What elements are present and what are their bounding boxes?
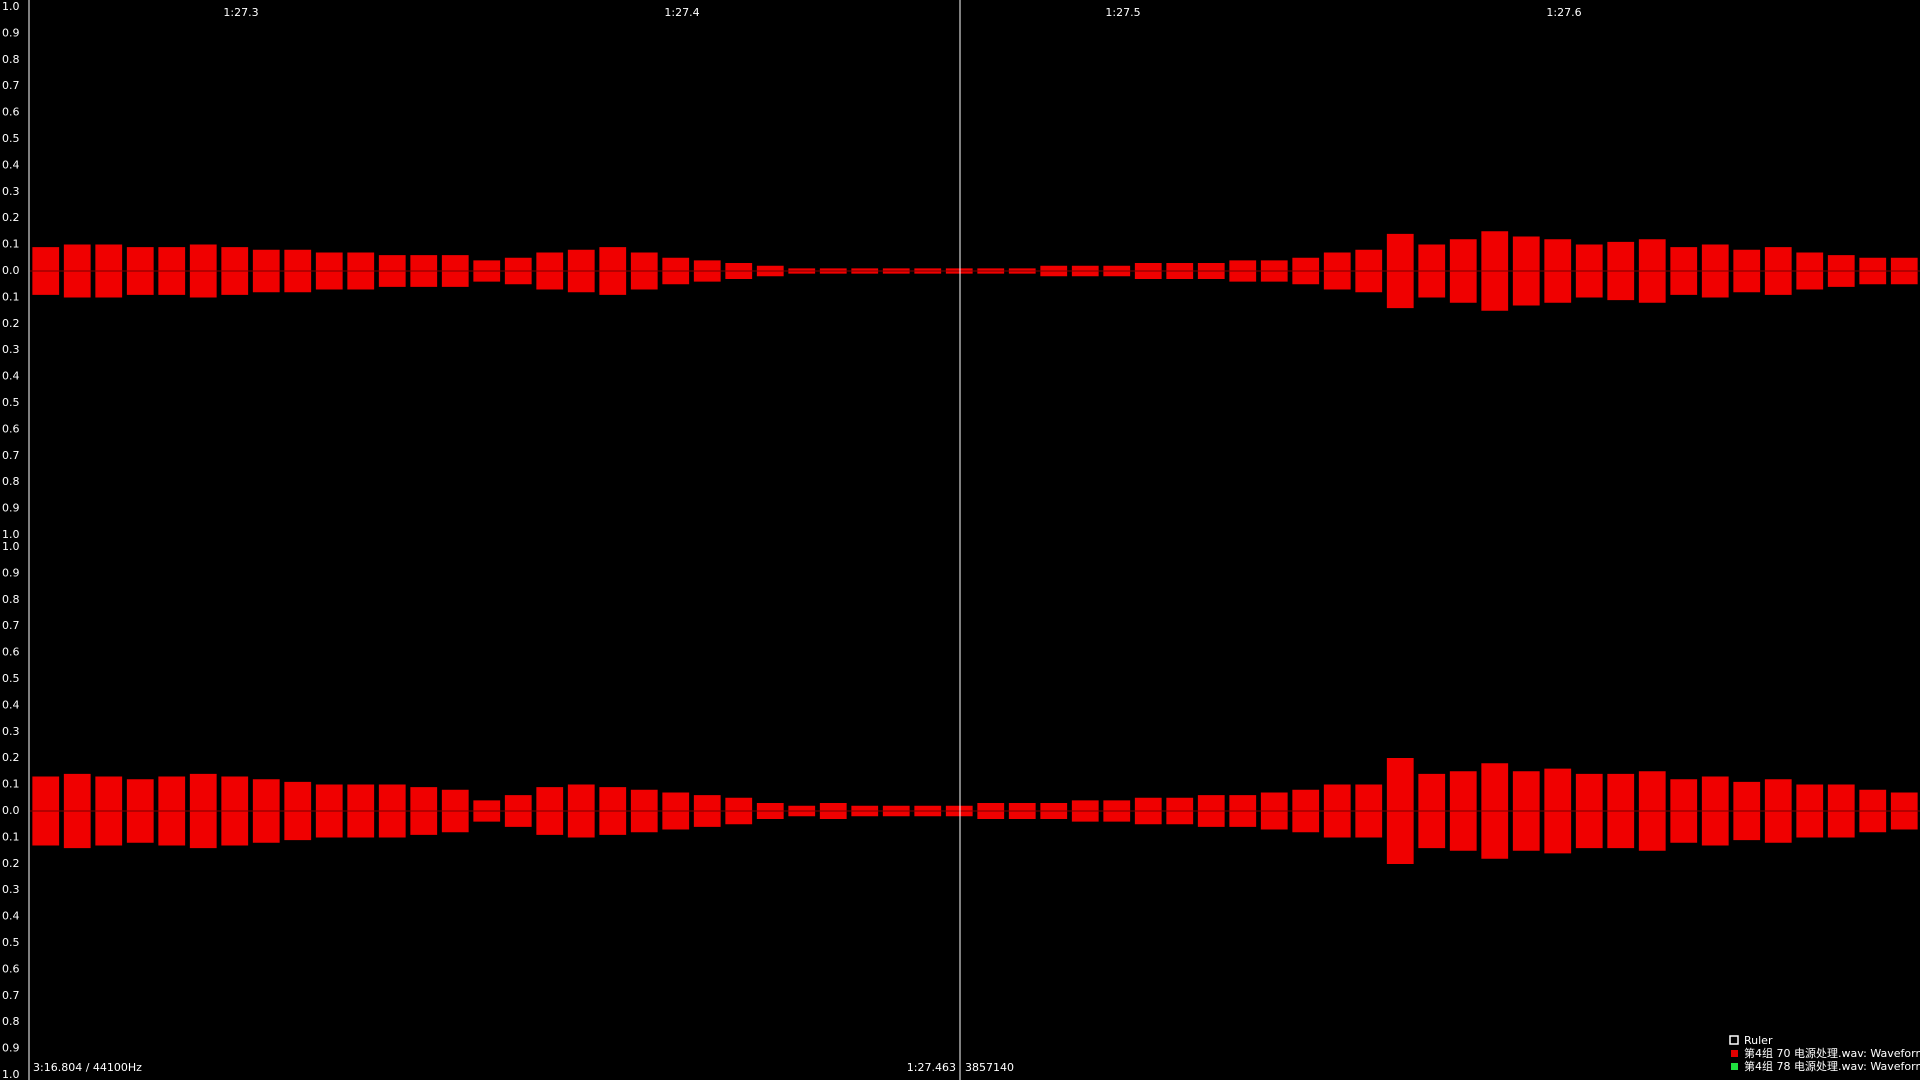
scale-label: 0.7 (2, 619, 20, 632)
scale-label: 0.5 (2, 672, 20, 685)
scale-label: 0.9 (2, 1042, 20, 1055)
scale-label: 0.2 (2, 211, 20, 224)
scale-label: 0.6 (2, 646, 20, 659)
scale-label: 0.3 (2, 185, 20, 198)
scale-label: 0.1 (2, 238, 20, 251)
scale-label: 0.4 (2, 370, 20, 383)
scale-label: 0.3 (2, 343, 20, 356)
ruler-swatch (1729, 1035, 1739, 1045)
scale-label: 0.5 (2, 396, 20, 409)
legend-label: 第4组 70 电源处理.wav: Waveform (1744, 1046, 1920, 1060)
scale-label: 0.5 (2, 132, 20, 145)
cursor-sample: 3857140 (965, 1061, 1014, 1074)
scale-label: 0.2 (2, 317, 20, 330)
scale-label: 0.6 (2, 422, 20, 435)
scale-label: 0.2 (2, 751, 20, 764)
legend-swatch (1731, 1063, 1738, 1070)
scale-label: 0.4 (2, 158, 20, 171)
scale-label: 0.8 (2, 593, 20, 606)
scale-label: 0.1 (2, 290, 20, 303)
scale-label: 0.4 (2, 698, 20, 711)
scale-label: 1.0 (2, 528, 20, 541)
time-tick-label: 1:27.5 (1105, 6, 1140, 19)
scale-label: 0.5 (2, 936, 20, 949)
scale-label: 0.8 (2, 1015, 20, 1028)
scale-label: 1.0 (2, 1068, 20, 1080)
scale-label: 0.8 (2, 475, 20, 488)
time-tick-label: 1:27.6 (1546, 6, 1581, 19)
time-tick-label: 1:27.4 (664, 6, 699, 19)
scale-label: 0.7 (2, 989, 20, 1002)
scale-label: 0.3 (2, 883, 20, 896)
scale-label: 0.1 (2, 778, 20, 791)
scale-label: 1.0 (2, 0, 20, 13)
scale-label: 0.0 (2, 804, 20, 817)
scale-label: 0.0 (2, 264, 20, 277)
scale-label: 0.4 (2, 910, 20, 923)
scale-label: 0.9 (2, 502, 20, 515)
scale-label: 0.2 (2, 857, 20, 870)
scale-label: 1.0 (2, 540, 20, 553)
scale-label: 0.7 (2, 449, 20, 462)
cursor-time: 1:27.463 (907, 1061, 956, 1074)
scale-label: 0.6 (2, 962, 20, 975)
scale-label: 0.6 (2, 106, 20, 119)
legend-swatch (1731, 1050, 1738, 1057)
legend-label: Ruler (1744, 1034, 1773, 1047)
scale-label: 0.8 (2, 53, 20, 66)
legend-label: 第4组 78 电源处理.wav: Waveform (1744, 1059, 1920, 1073)
scale-label: 0.9 (2, 566, 20, 579)
time-tick-label: 1:27.3 (223, 6, 258, 19)
scale-label: 0.9 (2, 26, 20, 39)
scale-label: 0.7 (2, 79, 20, 92)
scale-label: 0.3 (2, 725, 20, 738)
status-left: 3:16.804 / 44100Hz (33, 1061, 142, 1074)
scale-label: 0.1 (2, 830, 20, 843)
